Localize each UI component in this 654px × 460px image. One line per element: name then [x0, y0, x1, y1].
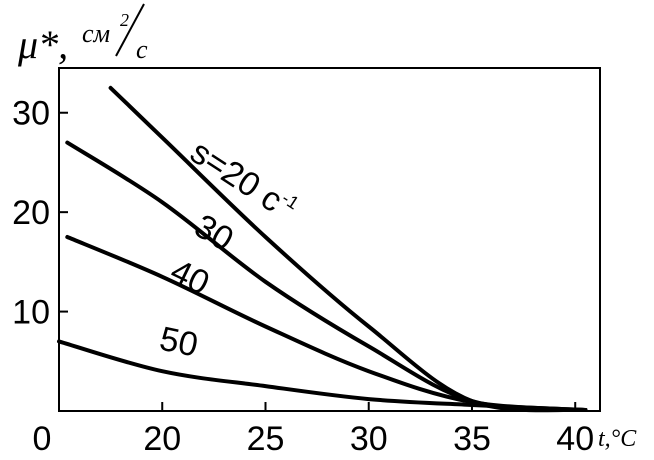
- x-tick-label: 0: [33, 420, 52, 458]
- y-axis-label-unit-bottom: с: [136, 35, 148, 64]
- axis-tick-labels: 0 20 25 30 35 40 10 20 30: [12, 95, 594, 458]
- y-axis-label-symbol: μ*,: [17, 22, 68, 67]
- y-tick-label: 30: [12, 95, 50, 133]
- y-axis-label-unit-exp: 2: [120, 10, 129, 30]
- y-axis-label: μ*, см 2 с: [17, 3, 148, 67]
- curves: [57, 85, 588, 413]
- curve-label-30: 30: [188, 207, 240, 259]
- curve-label-50: 50: [156, 320, 201, 365]
- y-tick-label: 10: [12, 294, 50, 332]
- x-tick-label: 40: [556, 420, 594, 458]
- x-tick-label: 20: [143, 420, 181, 458]
- curve-label-40: 40: [164, 252, 215, 303]
- y-tick-label: 20: [12, 194, 50, 232]
- x-tick-label: 35: [453, 420, 491, 458]
- y-axis-label-fraction-bar: [115, 3, 145, 57]
- x-axis-label: t,°C: [598, 426, 637, 452]
- curve-line-1: [65, 140, 588, 412]
- x-tick-label: 30: [350, 420, 388, 458]
- y-axis-label-unit-top: см: [82, 19, 110, 48]
- x-tick-label: 25: [247, 420, 285, 458]
- curve-line-3: [57, 339, 588, 412]
- plot-frame: [58, 67, 601, 412]
